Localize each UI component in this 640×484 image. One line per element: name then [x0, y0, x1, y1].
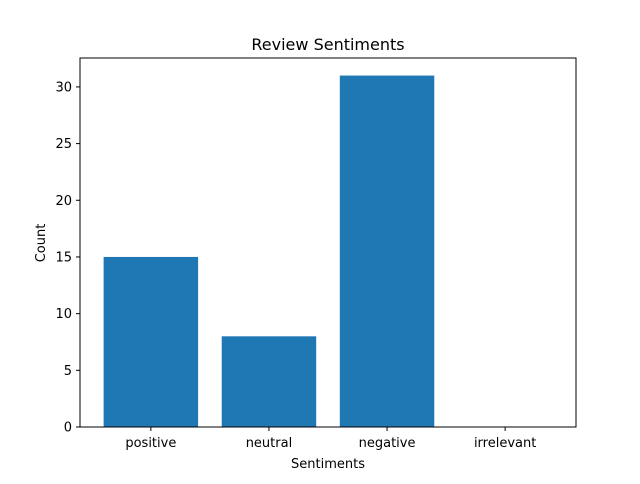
x-axis-ticks: positive neutral negative irrelevant	[125, 427, 536, 451]
x-tick-label-neutral: neutral	[246, 436, 293, 451]
y-tick-label: 15	[55, 250, 72, 265]
y-tick-label: 10	[55, 307, 72, 322]
y-tick-label: 20	[55, 194, 72, 209]
bar-neutral	[221, 336, 317, 427]
x-tick-label-negative: negative	[359, 436, 416, 451]
y-tick-label: 0	[64, 421, 72, 436]
y-tick-label: 25	[55, 137, 72, 152]
x-tick-label-positive: positive	[125, 436, 176, 451]
bar-negative	[339, 75, 435, 428]
y-axis-ticks: 0 5 10 15 20 25 30	[55, 80, 80, 436]
x-tick-label-irrelevant: irrelevant	[474, 436, 536, 451]
x-axis-label: Sentiments	[291, 457, 365, 472]
chart-title: Review Sentiments	[251, 35, 404, 54]
plot-frame	[79, 57, 577, 428]
bars-layer	[103, 75, 435, 428]
bar-positive	[103, 256, 199, 427]
y-tick-label: 5	[64, 364, 72, 379]
y-tick-label: 30	[55, 80, 72, 95]
y-axis-label: Count	[34, 224, 49, 263]
